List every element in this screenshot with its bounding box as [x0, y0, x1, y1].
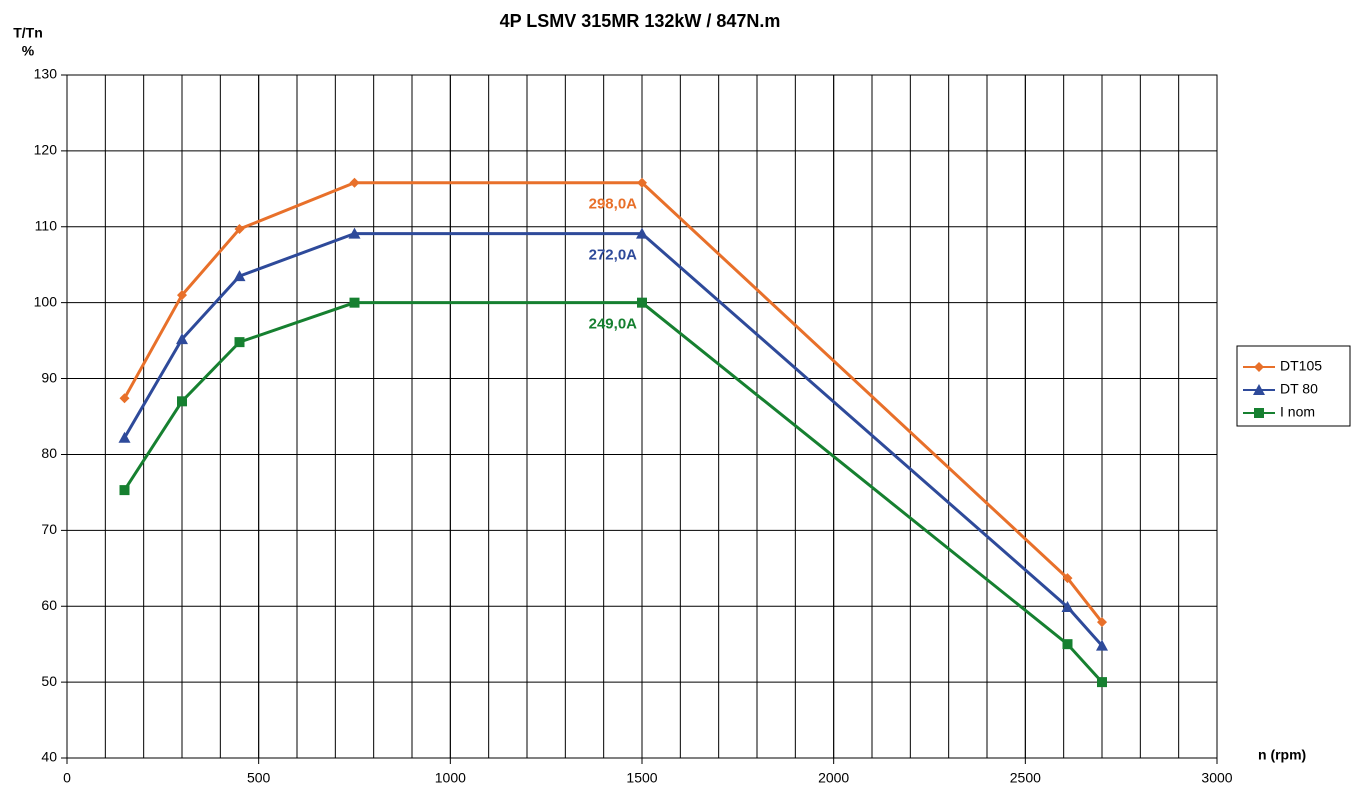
y-tick-label: 60 [41, 597, 57, 613]
marker [234, 224, 245, 235]
x-tick-label: 3000 [1201, 770, 1232, 786]
y-tick-label: 40 [41, 749, 57, 765]
legend-label: DT 80 [1280, 381, 1318, 397]
y-axis-unit: % [22, 43, 35, 59]
legend-marker [1254, 408, 1264, 418]
x-tick-label: 0 [63, 770, 71, 786]
y-tick-label: 50 [41, 673, 57, 689]
chart-title: 4P LSMV 315MR 132kW / 847N.m [500, 11, 781, 31]
marker [233, 270, 246, 282]
marker [177, 290, 187, 301]
x-tick-label: 1500 [626, 770, 657, 786]
marker [637, 177, 647, 188]
y-tick-label: 120 [34, 142, 58, 158]
annotation: 272,0A [589, 247, 638, 264]
marker [177, 396, 187, 407]
marker [637, 297, 647, 308]
plot-border [66, 74, 1218, 759]
y-tick-label: 100 [34, 293, 58, 309]
marker [349, 177, 360, 188]
legend-label: I nom [1280, 404, 1315, 420]
marker [119, 485, 130, 496]
legend-marker [1253, 384, 1265, 395]
annotation: 249,0A [589, 316, 638, 333]
marker [1097, 617, 1107, 628]
marker [1096, 639, 1108, 651]
y-tick-label: 80 [41, 445, 57, 461]
x-tick-label: 500 [247, 770, 271, 786]
x-tick-label: 2000 [818, 770, 849, 786]
marker [1062, 573, 1073, 584]
marker [349, 297, 360, 308]
annotation: 298,0A [589, 196, 638, 213]
marker [118, 431, 131, 443]
y-tick-label: 110 [35, 217, 58, 233]
legend-marker [1254, 362, 1264, 372]
x-tick-label: 2500 [1010, 770, 1041, 786]
marker [636, 227, 648, 239]
marker [1097, 677, 1107, 688]
marker [176, 333, 188, 345]
y-axis-label: T/Tn [13, 25, 43, 41]
marker [1061, 600, 1074, 612]
x-tick-label: 1000 [435, 770, 466, 786]
y-tick-label: 90 [41, 369, 57, 385]
marker [348, 227, 361, 239]
marker [1062, 639, 1073, 650]
y-tick-label: 70 [41, 521, 57, 537]
marker [119, 393, 130, 404]
legend-label: DT105 [1280, 358, 1322, 374]
series-line [123, 232, 1104, 647]
x-axis-label: n (rpm) [1258, 747, 1306, 763]
y-tick-label: 130 [34, 66, 58, 82]
marker [234, 337, 245, 348]
series-line [123, 301, 1104, 684]
